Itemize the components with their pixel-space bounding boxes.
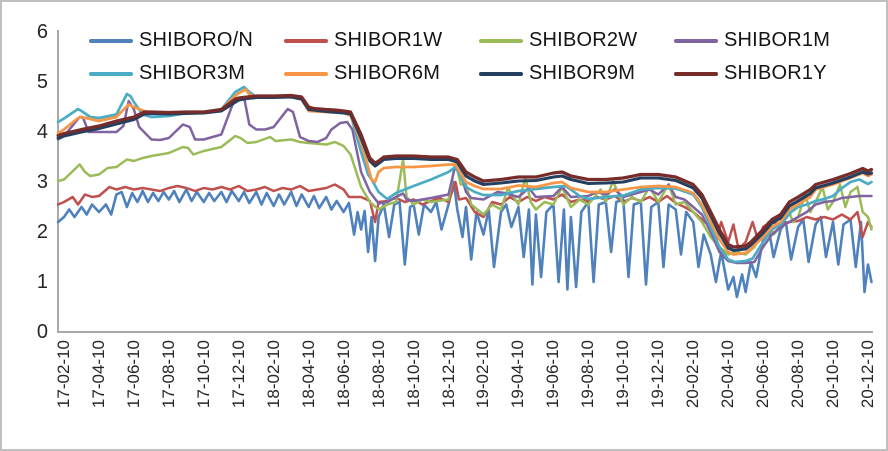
series-line-shibor2w [56,134,873,256]
x-tick-label: 18-04-10 [298,340,318,409]
y-tick-label: 6 [36,21,48,43]
x-tick-label: 19-10-10 [613,340,633,409]
x-tick-label: 17-04-10 [88,340,108,409]
legend-item-shibor2w: SHIBOR2W [479,29,674,52]
legend-label: SHIBOR2W [529,29,638,51]
legend-label: SHIBOR1M [724,29,831,51]
legend-swatch [674,38,718,43]
legend-item-shibor1w: SHIBOR1W [284,29,479,52]
legend-label: SHIBOR1Y [724,62,827,84]
legend-swatch [674,71,718,76]
x-tick-label: 18-06-10 [333,340,353,409]
legend-item-shibor1m: SHIBOR1M [674,29,869,52]
x-tick-label: 18-08-10 [368,340,388,409]
x-tick-label: 17-12-10 [228,340,248,409]
x-tick-label: 19-02-10 [473,340,493,409]
legend-item-shibor6m: SHIBOR6M [284,62,479,85]
x-tick-label: 19-06-10 [543,340,563,409]
y-tick-label: 1 [36,271,48,293]
legend-label: SHIBORO/N [139,29,254,51]
legend-label: SHIBOR3M [139,62,246,84]
legend-item-shiboro-n: SHIBORO/N [89,29,284,52]
x-tick-label: 17-06-10 [123,340,143,409]
legend-label: SHIBOR9M [529,62,636,84]
x-tick-label: 19-08-10 [578,340,598,409]
x-tick-label: 20-06-10 [753,340,773,409]
legend-item-shibor3m: SHIBOR3M [89,62,284,85]
x-tick-label: 18-02-10 [263,340,283,409]
series-line-shibor1y [56,93,874,249]
x-tick-label: 19-12-10 [648,340,668,409]
x-tick-label: 20-04-10 [718,340,738,409]
x-tick-label: 19-04-10 [508,340,528,409]
legend-swatch [284,38,328,43]
legend-item-shibor1y: SHIBOR1Y [674,62,869,85]
series-line-shibor1m [56,95,873,265]
x-tick-label: 20-12-10 [857,340,877,409]
x-tick-label: 17-02-10 [54,340,73,409]
x-tick-label: 17-10-10 [193,340,213,409]
y-tick-label: 2 [36,221,48,243]
legend-swatch [89,38,133,43]
legend-label: SHIBOR6M [334,62,441,84]
legend-label: SHIBOR1W [334,29,443,51]
y-tick-label: 5 [36,71,48,93]
legend-swatch [479,38,523,43]
legend-swatch [89,71,133,76]
y-tick-label: 4 [36,121,48,143]
x-tick-label: 18-12-10 [438,340,458,409]
legend-item-shibor9m: SHIBOR9M [479,62,674,85]
x-tick-label: 20-02-10 [683,340,703,409]
x-tick-label: 20-08-10 [788,340,808,409]
legend-swatch [479,71,523,76]
x-tick-label: 17-08-10 [158,340,178,409]
x-tick-label: 20-10-10 [823,340,843,409]
series-line-shiboro-n [56,180,873,299]
y-tick-label: 0 [36,321,48,343]
y-tick-label: 3 [36,171,48,193]
x-tick-label: 18-10-10 [403,340,423,409]
legend-swatch [284,71,328,76]
chart-legend: SHIBORO/N SHIBOR1W SHIBOR2W SHIBOR1M SHIBOR3… [89,24,869,90]
